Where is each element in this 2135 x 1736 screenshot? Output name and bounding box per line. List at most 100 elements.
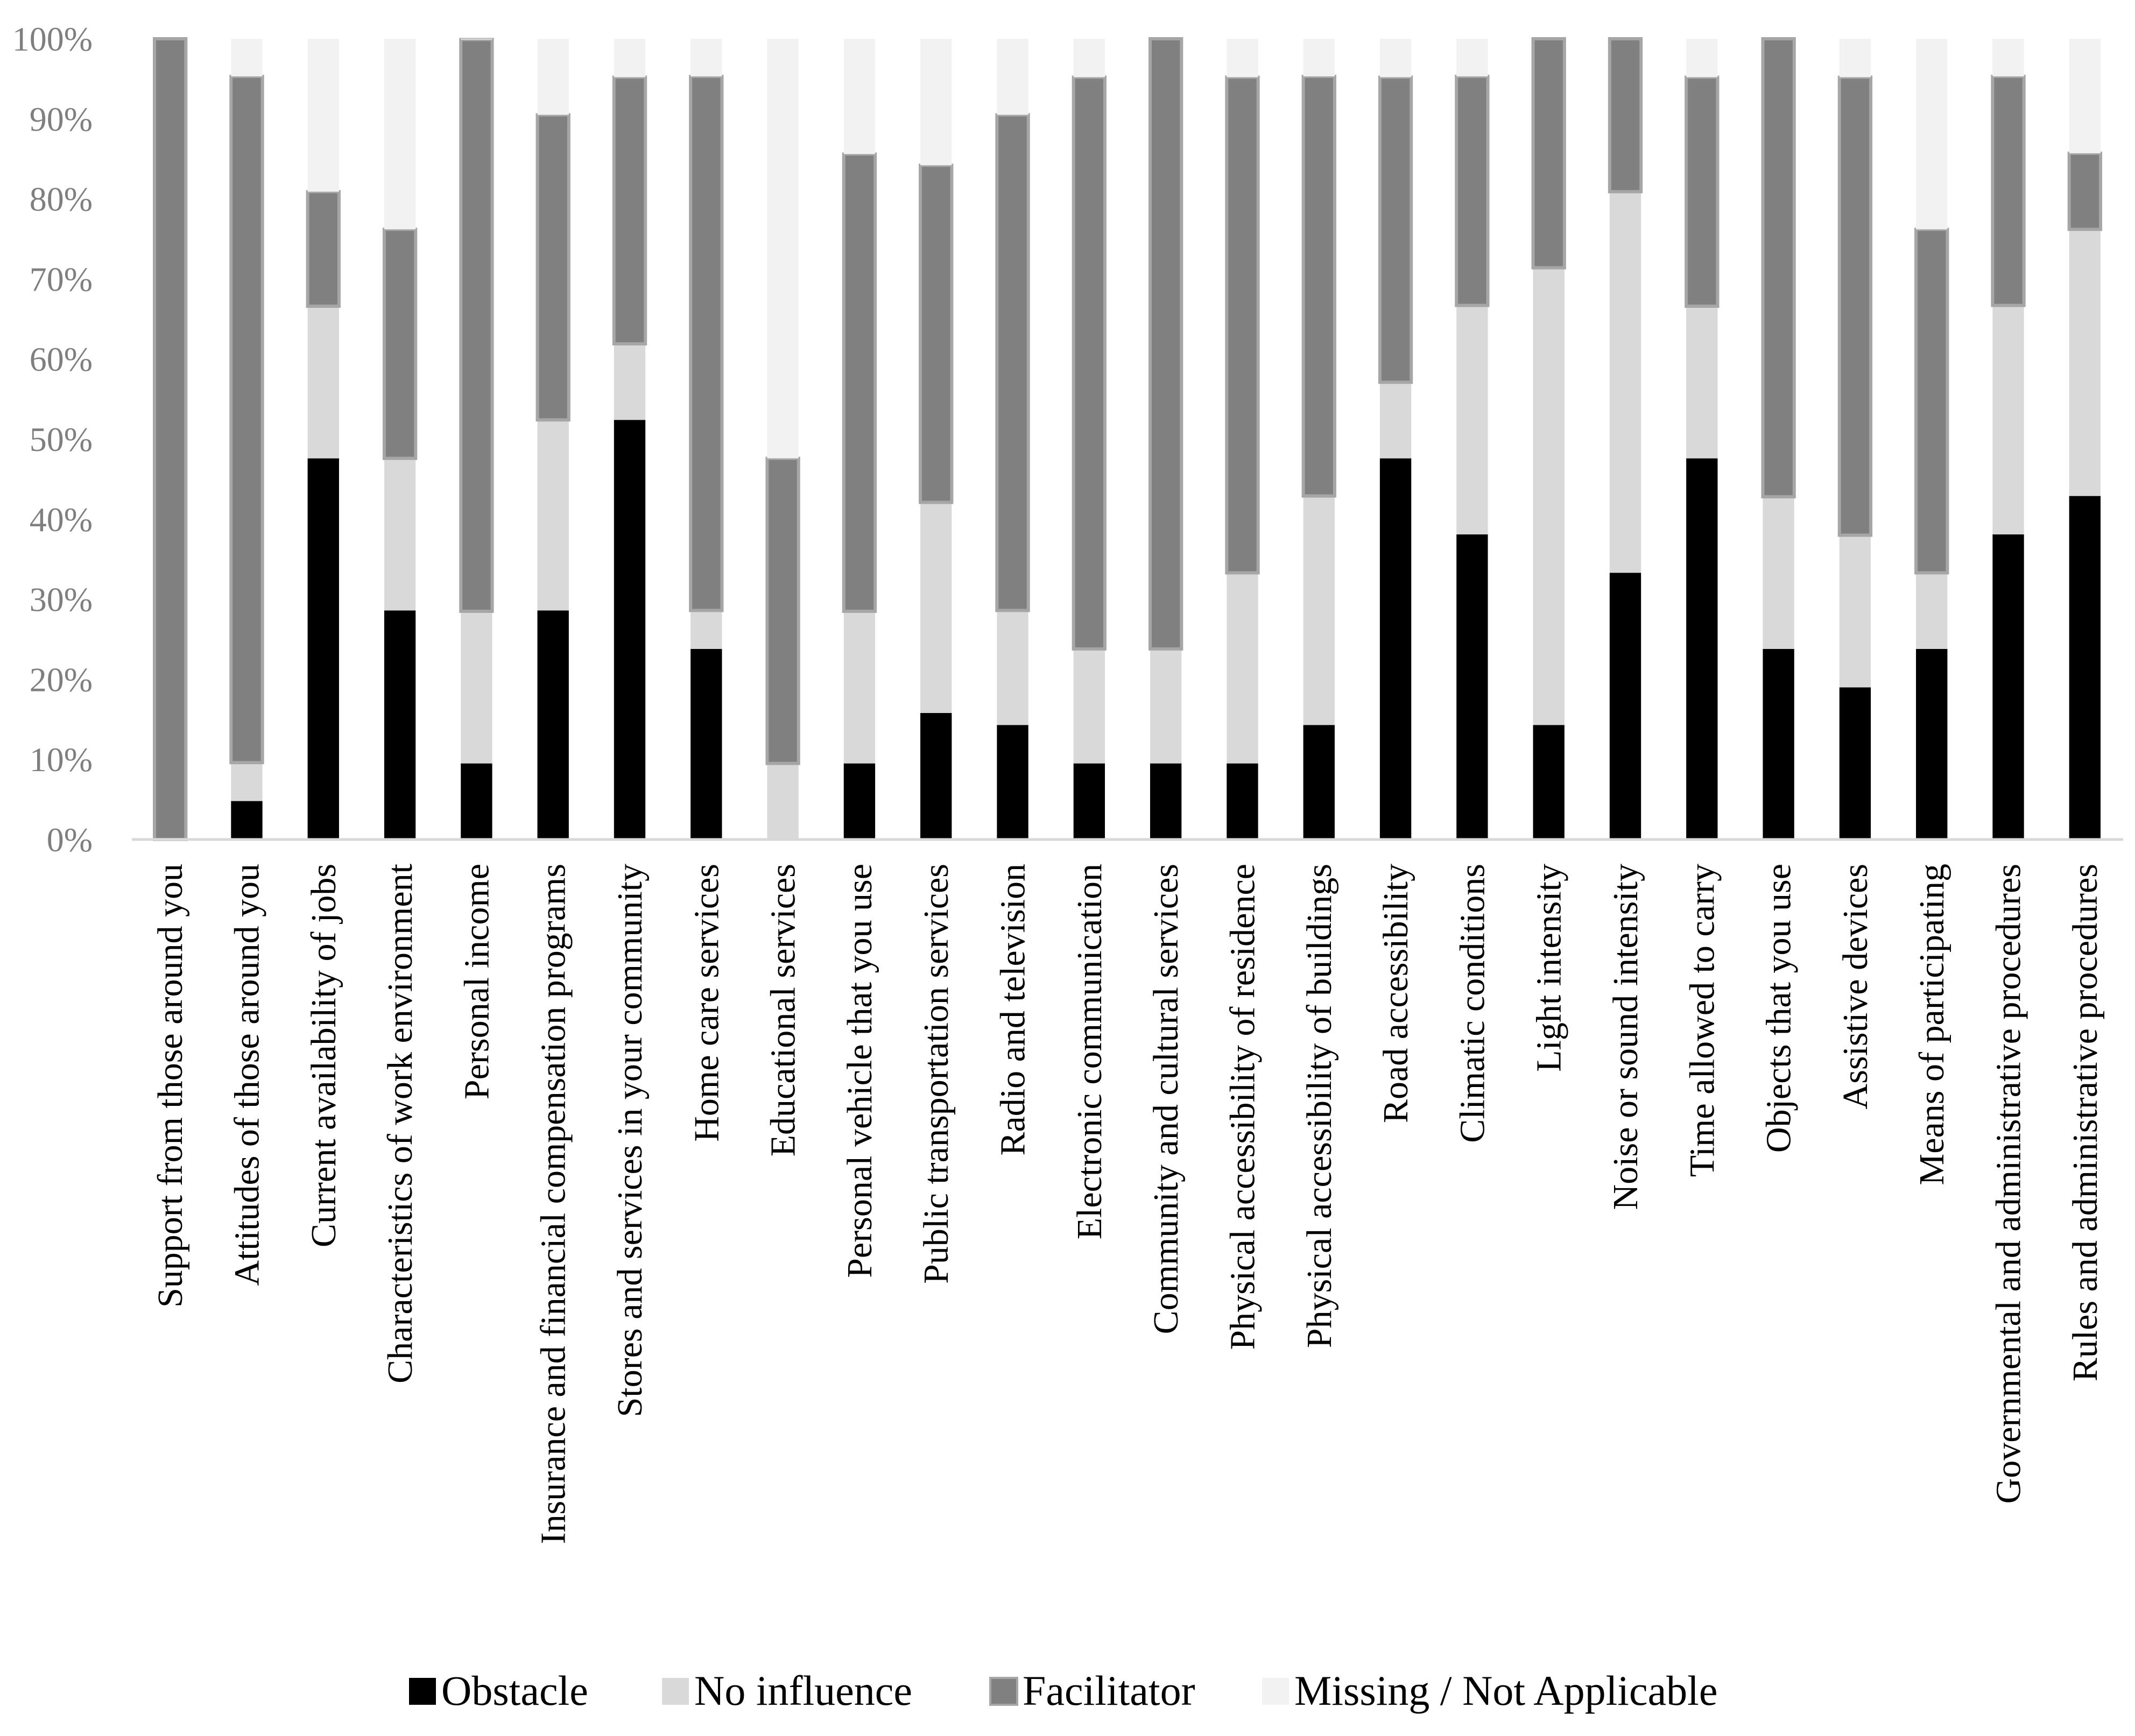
bar-segment-facilitator: [689, 74, 724, 612]
bar-segment-facilitator: [382, 228, 418, 460]
legend-swatch-missing-not-applicable: [1262, 1678, 1289, 1705]
x-tick-label: Educational services: [764, 864, 803, 1156]
bar-segment-facilitator: [1914, 228, 1949, 575]
bar-segment-facilitator: [1608, 37, 1643, 194]
x-tick-label: Radio and television: [993, 864, 1033, 1156]
bar-segment-missing-not-applicable: [767, 39, 799, 458]
legend-label-missing-not-applicable: Missing / Not Applicable: [1294, 1667, 1717, 1714]
y-tick-label: 0%: [47, 821, 93, 859]
legend-swatch-obstacle: [409, 1678, 436, 1705]
x-tick-label: Electronic communication: [1070, 864, 1109, 1239]
y-tick-label: 100%: [12, 20, 93, 58]
bar-segment-obstacle: [1303, 725, 1335, 839]
bar-segment-no-influence: [231, 763, 263, 801]
bar-segment-obstacle: [1992, 534, 2024, 839]
x-tick-label: Personal income: [457, 864, 496, 1099]
bar-segment-missing-not-applicable: [920, 39, 952, 166]
bar-segment-obstacle: [384, 610, 416, 839]
bar-segment-no-influence: [1916, 573, 1948, 649]
y-tick-label: 20%: [30, 660, 93, 698]
legend-swatch-no-influence: [662, 1678, 689, 1705]
bar-segment-obstacle: [1839, 687, 1871, 839]
bars: [152, 37, 2103, 841]
bar-segment-facilitator: [1837, 75, 1873, 537]
bar-segment-no-influence: [1763, 497, 1794, 649]
bar-segment-missing-not-applicable: [1992, 39, 2024, 76]
bar-segment-facilitator: [919, 164, 954, 504]
bar-segment-obstacle: [690, 648, 722, 839]
bar-segment-facilitator: [152, 37, 188, 841]
x-tick-label: Means of participating: [1912, 864, 1951, 1185]
bar-segment-no-influence: [2069, 229, 2101, 496]
bar-segment-facilitator: [1531, 37, 1566, 270]
bar-segment-facilitator: [765, 456, 800, 765]
bar-segment-no-influence: [537, 420, 569, 611]
bar-segment-no-influence: [1533, 267, 1565, 725]
bar-segment-facilitator: [1378, 75, 1413, 384]
bar-segment-facilitator: [1301, 74, 1336, 498]
bar-segment-missing-not-applicable: [1839, 39, 1871, 77]
bar-segment-obstacle: [2069, 496, 2101, 839]
bar-segment-obstacle: [461, 763, 492, 839]
bar-segment-no-influence: [767, 763, 799, 839]
bar-segment-facilitator: [995, 113, 1030, 612]
x-tick-label: Climatic conditions: [1453, 864, 1492, 1143]
bar-segment-facilitator: [229, 74, 264, 765]
y-axis: 0% 10% 20% 30% 40% 50% 60% 70% 80% 90% 100%: [12, 20, 93, 859]
bar-segment-obstacle: [1686, 458, 1718, 839]
bar-segment-missing-not-applicable: [231, 39, 263, 76]
bar-segment-obstacle: [1073, 763, 1105, 839]
x-tick-label: Rules and administrative procedures: [2066, 864, 2105, 1381]
x-tick-label: Light intensity: [1530, 864, 1569, 1072]
bar-segment-no-influence: [461, 611, 492, 764]
bar-segment-facilitator: [1991, 74, 2026, 307]
bar-segment-no-influence: [690, 610, 722, 649]
y-tick-label: 10%: [30, 740, 93, 779]
y-tick-label: 30%: [30, 581, 93, 619]
bar-segment-missing-not-applicable: [1303, 39, 1335, 76]
legend-swatch-facilitator: [989, 1677, 1018, 1706]
bar-segment-no-influence: [920, 502, 952, 713]
x-tick-label: Personal vehicle that you use: [840, 864, 879, 1278]
bar-segment-no-influence: [1992, 305, 2024, 535]
bar-segment-no-influence: [1379, 382, 1412, 458]
bar-segment-no-influence: [1456, 305, 1488, 535]
bar-segment-missing-not-applicable: [1456, 39, 1488, 76]
x-tick-label: Assistive devices: [1836, 864, 1875, 1109]
bar-segment-no-influence: [614, 343, 646, 420]
x-tick-label: Objects that you use: [1759, 864, 1799, 1153]
bar-segment-obstacle: [1609, 573, 1641, 839]
bar-segment-missing-not-applicable: [997, 39, 1028, 115]
bar-segment-no-influence: [1073, 648, 1105, 764]
x-tick-label: Time allowed to carry: [1682, 864, 1722, 1177]
bar-segment-no-influence: [1303, 496, 1335, 725]
bar-segment-obstacle: [843, 763, 876, 839]
bar-segment-facilitator: [842, 152, 877, 613]
x-tick-label: Physical accessibility of buildings: [1300, 864, 1339, 1348]
bar-segment-missing-not-applicable: [1916, 39, 1948, 230]
bar-segment-no-influence: [1686, 306, 1718, 458]
legend: Obstacle No influence Facilitator Missing /…: [409, 1667, 1717, 1714]
bar-segment-obstacle: [537, 610, 569, 839]
bar-segment-obstacle: [231, 801, 263, 839]
bar-segment-missing-not-applicable: [307, 39, 339, 192]
bar-segment-facilitator: [1225, 75, 1260, 575]
x-tick-label: Public transportation services: [917, 864, 956, 1284]
bar-segment-missing-not-applicable: [843, 39, 876, 154]
x-tick-label: Characteristics of work environment: [381, 864, 420, 1384]
x-tick-label: Physical accessibility of residence: [1223, 864, 1262, 1350]
bar-segment-no-influence: [1609, 192, 1641, 573]
x-tick-label: Attitudes of those around you: [227, 864, 266, 1286]
bar-segment-missing-not-applicable: [1227, 39, 1258, 77]
x-tick-label: Home care services: [687, 864, 726, 1142]
bar-segment-missing-not-applicable: [537, 39, 569, 115]
bar-segment-missing-not-applicable: [1073, 39, 1105, 77]
bar-segment-missing-not-applicable: [1379, 39, 1412, 77]
x-tick-label: Governmental and administrative procedur…: [1989, 864, 2028, 1504]
bar-segment-facilitator: [459, 38, 494, 613]
x-tick-label: Support from those around you: [151, 864, 190, 1308]
bar-segment-obstacle: [1227, 763, 1258, 839]
bar-segment-missing-not-applicable: [2069, 39, 2101, 153]
bar-segment-facilitator: [1761, 37, 1796, 499]
